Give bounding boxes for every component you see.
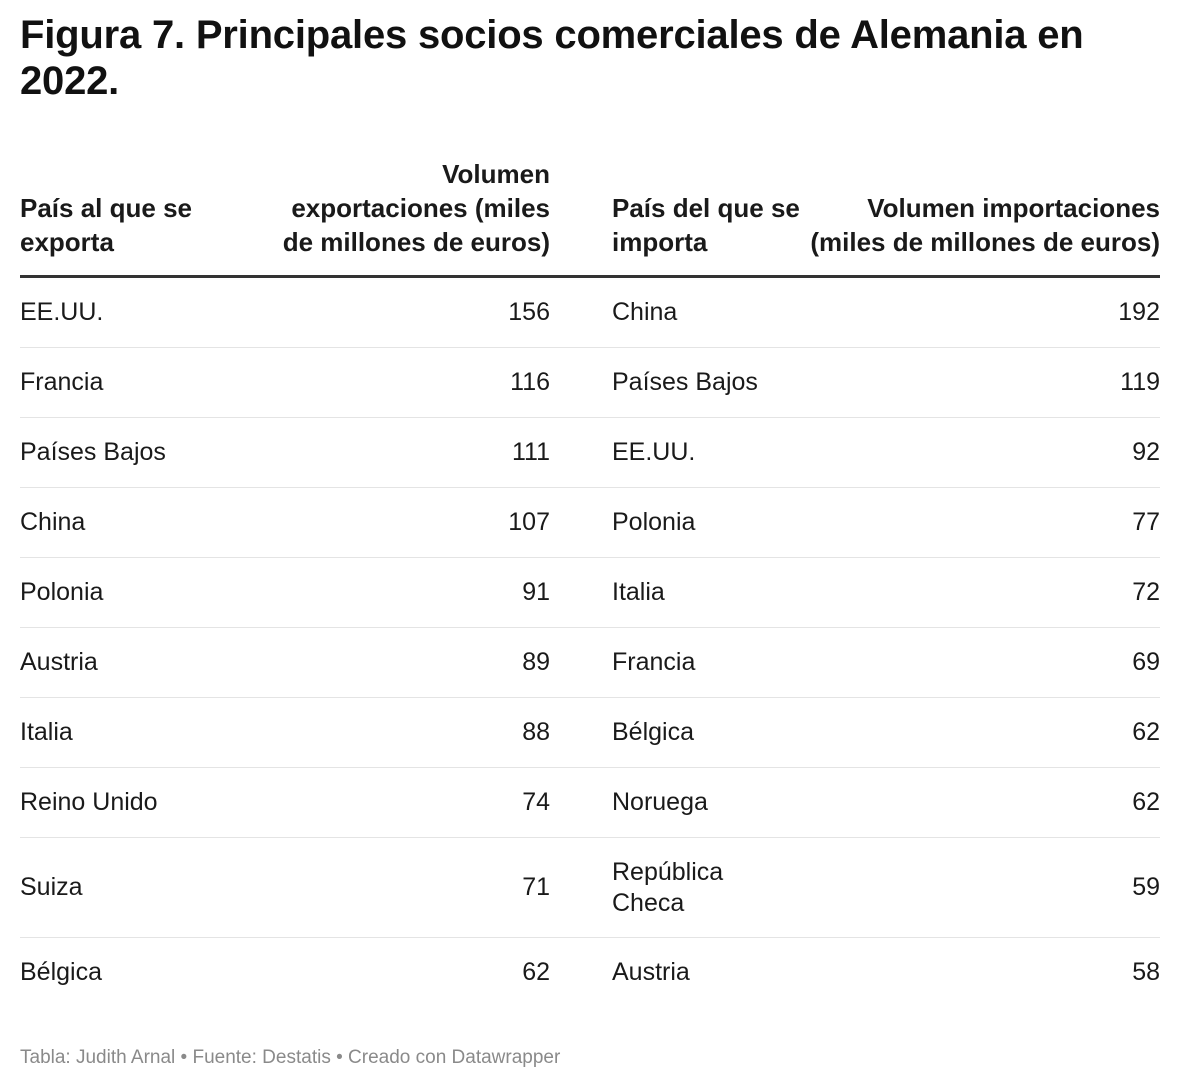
- export-country-cell: Italia: [20, 697, 270, 768]
- export-volume-cell: 156: [270, 276, 550, 348]
- table-row: Italia 88 Bélgica 62: [20, 697, 1160, 768]
- export-volume-cell: 116: [270, 347, 550, 418]
- import-country-cell: China: [550, 276, 800, 348]
- import-volume-cell: 92: [800, 417, 1160, 488]
- import-volume-cell: 192: [800, 276, 1160, 348]
- table-row: Países Bajos 111 EE.UU. 92: [20, 417, 1160, 488]
- import-country-cell: Francia: [550, 627, 800, 698]
- column-header-export-country: País al que se exporta: [20, 157, 270, 278]
- column-header-export-volume: Volumen exportaciones (miles de millones…: [270, 157, 550, 278]
- chart-title: Figura 7. Principales socios comerciales…: [20, 13, 1084, 103]
- export-country-cell: Polonia: [20, 557, 270, 628]
- export-country-cell: Reino Unido: [20, 767, 270, 838]
- export-volume-cell: 89: [270, 627, 550, 698]
- source-footer: Tabla: Judith Arnal • Fuente: Destatis •…: [20, 1047, 561, 1068]
- import-volume-cell: 72: [800, 557, 1160, 628]
- trade-partners-table: País al que se exporta Volumen exportaci…: [20, 157, 1160, 1007]
- table-row: EE.UU. 156 China 192: [20, 276, 1160, 348]
- import-country-cell: Italia: [550, 557, 800, 628]
- export-country-cell: Austria: [20, 627, 270, 698]
- import-country-cell: Países Bajos: [550, 347, 800, 418]
- export-volume-cell: 111: [270, 417, 550, 488]
- import-country-cell: EE.UU.: [550, 417, 800, 488]
- import-country-cell: Polonia: [550, 487, 800, 558]
- export-volume-cell: 71: [270, 837, 550, 938]
- import-volume-cell: 119: [800, 347, 1160, 418]
- table-row: Bélgica 62 Austria 58: [20, 938, 1160, 1008]
- page: Figura 7. Principales socios comerciales…: [20, 12, 1160, 1068]
- table-row: Francia 116 Países Bajos 119: [20, 347, 1160, 418]
- export-country-cell: Suiza: [20, 837, 270, 938]
- import-volume-cell: 69: [800, 627, 1160, 698]
- table-row: China 107 Polonia 77: [20, 487, 1160, 558]
- import-country-cell: Austria: [612, 958, 690, 986]
- import-country-cell: República Checa: [550, 837, 800, 938]
- table-row: Polonia 91 Italia 72: [20, 557, 1160, 628]
- export-country-cell: EE.UU.: [20, 276, 270, 348]
- table-row: Reino Unido 74 Noruega 62: [20, 767, 1160, 838]
- export-country-cell: Países Bajos: [20, 417, 270, 488]
- import-volume-cell: 77: [800, 487, 1160, 558]
- column-header-import-volume: Volumen importaciones (miles de millones…: [800, 157, 1160, 278]
- table-body: EE.UU. 156 China 192 Francia 116 Países Bajos 1…: [20, 276, 1160, 1008]
- table-row: Austria 89 Francia 69: [20, 627, 1160, 698]
- column-header-import-country: País del que se importa: [550, 157, 800, 278]
- export-country-cell: China: [20, 487, 270, 558]
- import-volume-cell: 62: [800, 767, 1160, 838]
- import-country-cell: Noruega: [550, 767, 800, 838]
- table-row: Suiza 71 República Checa 59: [20, 837, 1160, 938]
- export-volume-cell: 62: [522, 958, 550, 986]
- export-volume-cell: 91: [270, 557, 550, 628]
- import-volume-cell: 58: [1132, 958, 1160, 986]
- export-volume-cell: 74: [270, 767, 550, 838]
- header-row: País al que se exporta Volumen exportaci…: [20, 157, 1160, 278]
- import-volume-cell: 59: [800, 837, 1160, 938]
- import-volume-cell: 62: [800, 697, 1160, 768]
- export-country-cell: Francia: [20, 347, 270, 418]
- import-country-cell: Bélgica: [550, 697, 800, 768]
- export-country-cell: Bélgica: [20, 958, 102, 986]
- export-volume-cell: 107: [270, 487, 550, 558]
- export-volume-cell: 88: [270, 697, 550, 768]
